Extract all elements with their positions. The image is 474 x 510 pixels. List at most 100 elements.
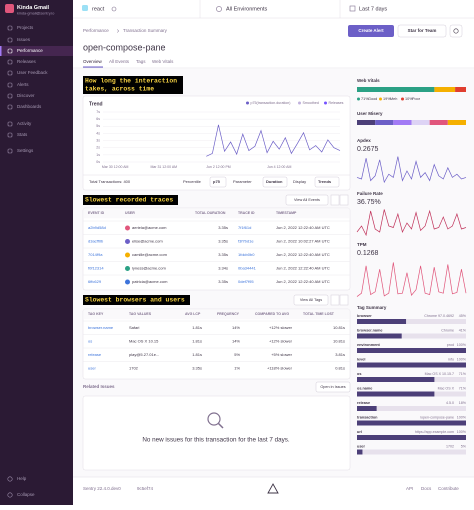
trace-id-link[interactable]: 7f1f61d <box>238 225 251 230</box>
user-avatar <box>125 239 130 244</box>
prev-button[interactable] <box>330 194 340 206</box>
footer-link[interactable]: Contribute <box>438 486 459 491</box>
button[interactable] <box>397 24 447 38</box>
dropdown-value[interactable]: Trends <box>318 179 332 184</box>
trace-id-link[interactable]: 0def7f95 <box>238 279 254 284</box>
legend-name: Poor <box>412 97 421 101</box>
trace-id-link[interactable]: 1fdcb0b0 <box>238 252 255 257</box>
breadcrumb[interactable]: Performance <box>83 28 109 33</box>
footer-link[interactable]: API <box>406 486 413 491</box>
search-icon <box>207 412 221 426</box>
vitals-segment <box>357 87 435 92</box>
nav-item[interactable]: Collapse <box>17 492 35 497</box>
tag-key-link[interactable]: release <box>88 352 102 357</box>
nav-item[interactable]: Discover <box>17 93 35 98</box>
tag-key-link[interactable]: browser.name <box>88 325 114 330</box>
nav-item[interactable]: Help <box>17 476 27 481</box>
compared: +12% slower <box>269 325 293 330</box>
footer-link[interactable]: Docs <box>421 486 432 491</box>
timestamp: Jun 2, 2022 12:22:40 AM UTC <box>276 266 330 271</box>
nav-item[interactable]: Dashboards <box>17 104 42 109</box>
event-id-link[interactable]: 7014f9a <box>88 252 103 257</box>
dropdown[interactable] <box>262 176 288 188</box>
event-id-link[interactable]: d3acff0b <box>88 239 104 244</box>
button-label[interactable]: Star for Team <box>408 28 437 33</box>
legend-value: 19% <box>383 97 391 101</box>
compared: +118% slower <box>267 366 293 371</box>
frequency: 14% <box>232 325 240 330</box>
frequency: 5% <box>234 352 240 357</box>
dropdown[interactable] <box>209 176 227 188</box>
period-selector[interactable]: Last 7 days <box>359 6 387 12</box>
button[interactable] <box>293 294 329 306</box>
annotation-box <box>83 295 190 305</box>
nav-icon <box>7 104 13 110</box>
project-icon <box>82 5 88 11</box>
dropdown-value[interactable]: p75 <box>213 179 221 184</box>
button[interactable] <box>285 194 329 206</box>
prev-button[interactable] <box>330 294 340 306</box>
button-label[interactable]: View All Events <box>294 198 320 202</box>
table-card <box>82 308 351 380</box>
button-label[interactable]: View All Tags <box>300 298 322 302</box>
button-label[interactable]: Create Alert <box>358 28 384 33</box>
nav-item[interactable]: User Feedback <box>17 70 48 75</box>
event-id-link[interactable]: 6ffc629 <box>88 279 102 284</box>
nav-item[interactable]: Settings <box>17 148 34 153</box>
nav-item[interactable]: Activity <box>17 121 32 126</box>
tab[interactable]: Overview <box>83 59 103 64</box>
metric-title: TPM <box>357 242 367 247</box>
commit: 9c5ef74 <box>137 486 154 491</box>
environment-selector[interactable]: All Environments <box>226 6 268 12</box>
next-button[interactable] <box>339 194 349 206</box>
nav-item[interactable]: Stats <box>17 132 28 137</box>
tag-bar <box>357 333 402 339</box>
metric-value: 0.2675 <box>357 146 379 153</box>
trace-id-link[interactable]: f3f7bd1e <box>238 239 254 244</box>
legend-swatch <box>324 101 327 105</box>
tab[interactable]: Tags <box>136 59 146 64</box>
nav-item[interactable]: Performance <box>17 48 43 53</box>
event-id-link[interactable]: f0f12314 <box>88 266 104 271</box>
nav-item[interactable]: Releases <box>17 59 37 64</box>
dropdown-value[interactable]: Duration <box>266 179 283 184</box>
next-button[interactable] <box>339 294 349 306</box>
tag-bar-track <box>357 406 466 411</box>
annotation-text: How long the interaction <box>85 78 177 85</box>
nav-icon <box>7 70 13 76</box>
nav-item[interactable]: Issues <box>17 37 31 42</box>
control-label: Parameter <box>233 179 252 184</box>
org-name: Kinda Gmail <box>17 5 50 11</box>
frequency: 14% <box>232 339 240 344</box>
avg-lcp: 3.35s <box>192 366 202 371</box>
tab[interactable]: All Events <box>109 59 130 64</box>
tag-top-value: info <box>448 357 454 361</box>
tag-top-value: 1702 <box>446 444 454 448</box>
tag-percent: 100% <box>457 430 467 434</box>
frequency: 1% <box>234 366 240 371</box>
nav-item[interactable]: Alerts <box>17 82 29 87</box>
settings-button[interactable] <box>449 24 463 38</box>
dropdown[interactable] <box>314 176 340 188</box>
metric-title: Apdex <box>357 138 371 143</box>
button-label[interactable]: Open in Issues <box>320 385 345 389</box>
tab[interactable]: Web Vitals <box>152 59 174 64</box>
tag-key: transaction <box>357 416 378 420</box>
button[interactable] <box>348 25 394 37</box>
tag-top-value: prod <box>447 343 454 347</box>
column-header: TOTAL DURATION <box>195 211 226 215</box>
trace-id-link[interactable]: 0ba34441 <box>238 266 257 271</box>
project-selector[interactable]: react <box>92 6 105 12</box>
nav-item[interactable]: Projects <box>17 25 34 30</box>
nav-icon <box>7 37 13 43</box>
breadcrumb: Transaction Summary <box>123 28 168 33</box>
button[interactable] <box>315 381 351 393</box>
nav-active <box>0 46 73 56</box>
tag-key-link[interactable]: user <box>88 366 96 371</box>
misery-bar <box>429 120 448 125</box>
event-id-link[interactable]: a2b9d58d <box>88 225 106 230</box>
nav-icon <box>7 48 13 54</box>
tag-key-link[interactable]: os <box>88 339 92 344</box>
column-header: EVENT ID <box>88 211 105 215</box>
y-tick-label: 6s <box>96 117 100 121</box>
